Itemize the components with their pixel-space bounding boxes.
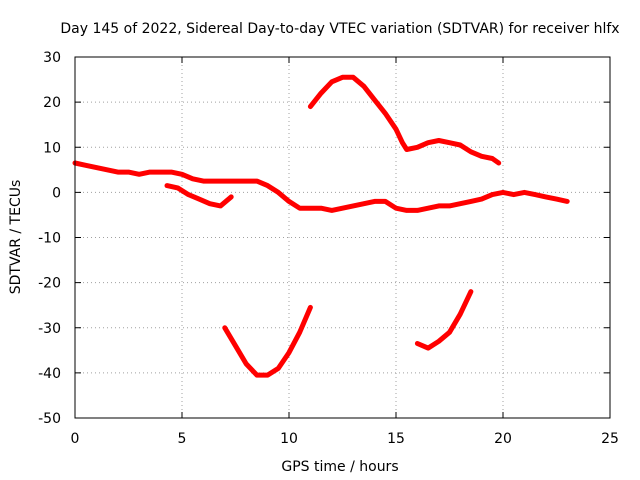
y-tick-label: 30	[43, 50, 61, 66]
y-tick-label: 10	[43, 140, 61, 156]
series-arc-3	[307, 74, 502, 166]
series-arc-1	[72, 160, 570, 213]
y-tick-label: -20	[38, 276, 61, 292]
y-axis-label: SDTVAR / TECUs	[8, 180, 24, 295]
x-tick-label: 25	[601, 431, 619, 447]
x-tick-label: 0	[71, 431, 80, 447]
x-tick-label: 10	[280, 431, 298, 447]
series-layer	[72, 74, 570, 378]
series-arc-5	[414, 289, 474, 351]
x-tick-label: 15	[387, 431, 405, 447]
series-arc-2	[164, 183, 234, 209]
x-tick-label: 5	[178, 431, 187, 447]
x-tick-labels: 0 5 10 15 20 25	[71, 431, 619, 447]
y-tick-label: 0	[52, 185, 61, 201]
x-axis-label: GPS time / hours	[281, 459, 398, 475]
chart-title: Day 145 of 2022, Sidereal Day-to-day VTE…	[60, 21, 619, 37]
y-tick-label: -50	[38, 411, 61, 427]
y-tick-label: 20	[43, 95, 61, 111]
series-arc-4	[222, 304, 313, 378]
y-tick-label: -10	[38, 231, 61, 247]
y-tick-labels: 30 20 10 0 -10 -20 -30 -40 -50	[38, 50, 61, 427]
y-tick-label: -40	[38, 366, 61, 382]
y-tick-label: -30	[38, 321, 61, 337]
x-tick-label: 20	[494, 431, 512, 447]
plot-frame	[74, 56, 611, 419]
grid-lines	[74, 56, 611, 419]
